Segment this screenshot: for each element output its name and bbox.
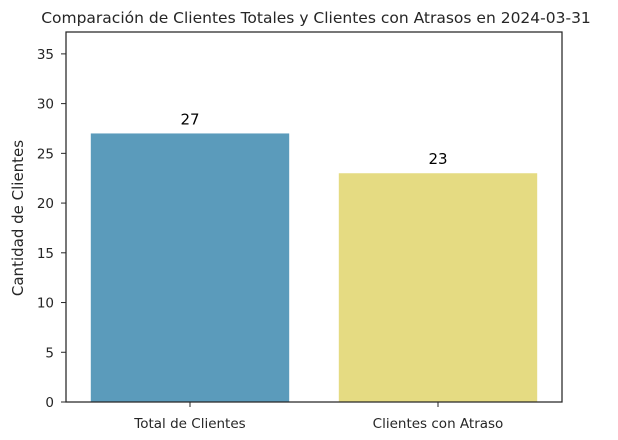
y-tick-label-2: 10 xyxy=(37,296,54,312)
y-tick-label-7: 35 xyxy=(37,47,54,63)
x-tick-label-2: Clientes con Atraso xyxy=(373,416,504,432)
y-tick-label-0: 0 xyxy=(45,395,54,411)
data-label-2: 23 xyxy=(428,150,447,168)
bar-2 xyxy=(338,173,538,402)
y-axis-label: Cantidad de Clientes xyxy=(9,140,27,296)
y-tick-label-6: 30 xyxy=(37,97,54,113)
y-tick-label-3: 15 xyxy=(37,246,54,262)
y-tick-label-1: 5 xyxy=(45,345,54,361)
x-tick-label-1: Total de Clientes xyxy=(133,416,245,432)
y-tick-label-4: 20 xyxy=(37,196,54,212)
y-tick-label-5: 25 xyxy=(37,146,54,162)
chart-title: Comparación de Clientes Totales y Client… xyxy=(41,9,591,27)
plot-area: 27 Total de Clientes 23 Clientes con Atraso… xyxy=(37,31,563,432)
bar-1 xyxy=(90,133,290,403)
plot-frame xyxy=(65,31,563,403)
data-label-1: 27 xyxy=(180,110,199,128)
